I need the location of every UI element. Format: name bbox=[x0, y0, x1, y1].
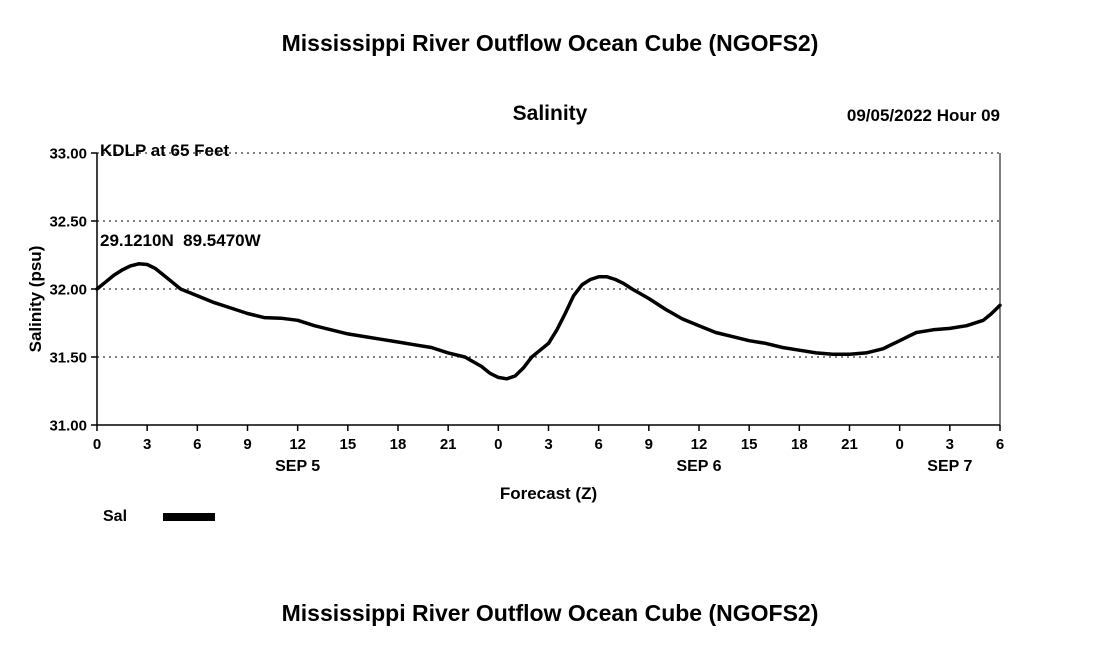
station-name: KDLP at 65 Feet bbox=[100, 141, 230, 160]
legend-line-swatch bbox=[163, 513, 216, 521]
x-tick-label: 3 bbox=[544, 436, 552, 453]
y-tick-label: 32.50 bbox=[49, 213, 87, 230]
x-tick-label: 18 bbox=[791, 436, 808, 453]
x-tick-label: 18 bbox=[390, 436, 407, 453]
legend-label: Sal bbox=[103, 508, 128, 525]
y-tick-label: 31.50 bbox=[49, 349, 87, 366]
x-tick-label: 15 bbox=[741, 436, 758, 453]
station-coords: 29.1210N 89.5470W bbox=[100, 231, 261, 250]
legend: Sal bbox=[103, 508, 216, 526]
x-date-label: SEP 6 bbox=[676, 458, 721, 475]
x-tick-label: 3 bbox=[946, 436, 954, 453]
page-title-bottom: Mississippi River Outflow Ocean Cube (NG… bbox=[281, 600, 819, 626]
x-axis-title: Forecast (Z) bbox=[500, 484, 597, 503]
plot-title: Salinity bbox=[512, 102, 588, 125]
x-tick-label: 6 bbox=[996, 436, 1004, 453]
y-tick-label: 31.00 bbox=[49, 417, 87, 434]
series-line-sal bbox=[95, 262, 1002, 381]
x-tick-label: 6 bbox=[193, 436, 201, 453]
page-title: Mississippi River Outflow Ocean Cube (NG… bbox=[281, 30, 819, 56]
x-tick-label: 21 bbox=[440, 436, 457, 453]
x-tick-label: 21 bbox=[841, 436, 858, 453]
x-tick-label: 12 bbox=[289, 436, 306, 453]
x-tick-label: 9 bbox=[243, 436, 251, 453]
station-info: KDLP at 65 Feet 29.1210N 89.5470W bbox=[100, 76, 261, 316]
x-tick-label: 9 bbox=[645, 436, 653, 453]
x-date-label: SEP 5 bbox=[275, 458, 320, 475]
x-date-label: SEP 7 bbox=[927, 458, 972, 475]
x-tick-label: 6 bbox=[594, 436, 602, 453]
run-time: 09/05/2022 Hour 09 bbox=[846, 106, 1000, 125]
y-tick-label: 33.00 bbox=[49, 145, 87, 162]
y-tick-label: 32.00 bbox=[49, 281, 87, 298]
x-tick-label: 0 bbox=[895, 436, 903, 453]
x-tick-label: 0 bbox=[93, 436, 101, 453]
x-tick-label: 3 bbox=[143, 436, 151, 453]
x-tick-label: 0 bbox=[494, 436, 502, 453]
x-tick-label: 12 bbox=[691, 436, 708, 453]
x-tick-label: 15 bbox=[339, 436, 356, 453]
